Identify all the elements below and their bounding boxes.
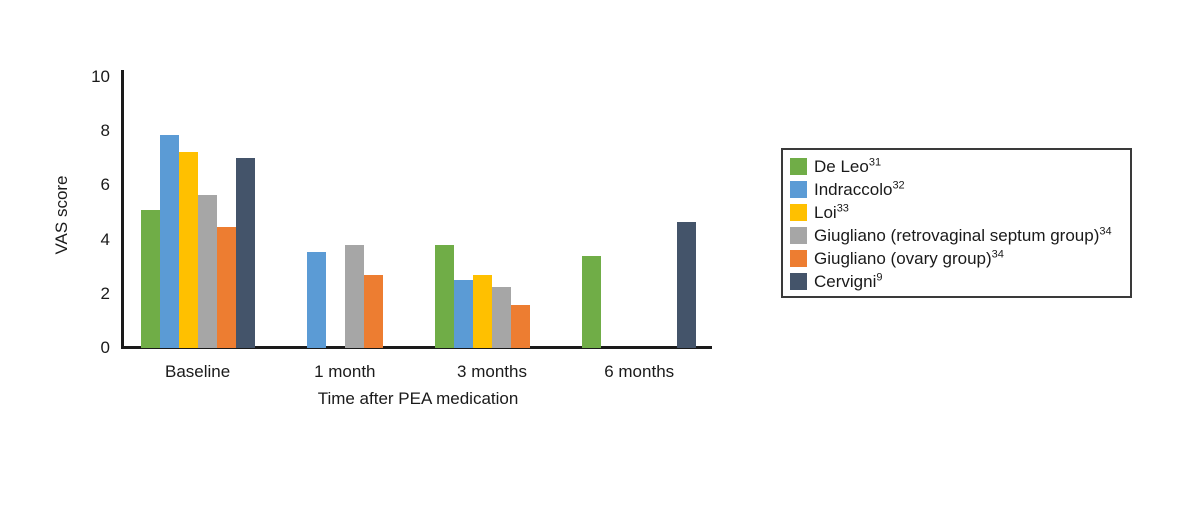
- legend-item-giugliano-retrovaginal-septum-group: Giugliano (retrovaginal septum group)34: [790, 224, 1130, 247]
- bar-giugliano-retrovaginal-septum-group-baseline: [197, 194, 217, 348]
- legend-swatch-icon: [790, 181, 807, 198]
- legend-item-cervigni: Cervigni9: [790, 270, 1130, 293]
- legend-swatch-icon: [790, 250, 807, 267]
- bar-indraccolo-3-months: [453, 280, 473, 348]
- y-axis-title: VAS score: [52, 175, 71, 255]
- legend-item-loi: Loi33: [790, 201, 1130, 224]
- bar-indraccolo-1-month: [306, 251, 326, 348]
- bar-de-leo-6-months: [582, 255, 602, 348]
- bar-indraccolo-baseline: [159, 135, 179, 348]
- bar-cervigni-6-months: [677, 221, 697, 348]
- y-tick-label-10: 10: [91, 67, 110, 86]
- legend-label: Giugliano (retrovaginal septum group)34: [814, 224, 1112, 245]
- x-axis-title: Time after PEA medication: [317, 389, 519, 408]
- legend-swatch-icon: [790, 204, 807, 221]
- legend-label: Cervigni9: [814, 270, 883, 291]
- bar-giugliano-ovary-group-baseline: [216, 227, 236, 348]
- bar-loi-3-months: [472, 274, 492, 348]
- bar-cervigni-baseline: [235, 158, 255, 348]
- legend-swatch-icon: [790, 227, 807, 244]
- y-tick-label-2: 2: [100, 283, 110, 303]
- y-tick-label-8: 8: [100, 121, 110, 141]
- bar-giugliano-ovary-group-1-month: [363, 274, 383, 348]
- x-category-label-6-months: 6 months: [604, 362, 675, 381]
- bar-de-leo-3-months: [434, 245, 454, 348]
- legend-item-indraccolo: Indraccolo32: [790, 178, 1130, 201]
- legend-box: De Leo31 Indraccolo32 Loi33 Giugliano (retr…: [781, 148, 1132, 298]
- y-tick-label-4: 4: [100, 229, 110, 249]
- bar-giugliano-ovary-group-3-months: [510, 304, 530, 348]
- legend-label: Loi33: [814, 201, 849, 222]
- y-axis-line: [121, 70, 124, 349]
- bar-giugliano-retrovaginal-septum-group-1-month: [344, 245, 364, 348]
- bar-de-leo-baseline: [140, 209, 160, 348]
- y-tick-label-0: 0: [100, 338, 110, 357]
- legend-item-giugliano-ovary-group: Giugliano (ovary group)34: [790, 247, 1130, 270]
- y-tick-label-6: 6: [100, 175, 110, 195]
- bar-giugliano-retrovaginal-septum-group-3-months: [491, 287, 511, 348]
- x-category-label-baseline: Baseline: [164, 362, 231, 381]
- legend-item-de-leo: De Leo31: [790, 155, 1130, 178]
- legend-label: De Leo31: [814, 155, 882, 176]
- legend-swatch-icon: [790, 273, 807, 290]
- legend-label: Giugliano (ovary group)34: [814, 247, 1004, 268]
- legend-swatch-icon: [790, 158, 807, 175]
- x-axis-line: [121, 346, 712, 349]
- bar-loi-baseline: [178, 151, 198, 348]
- x-category-label-1-month: 1 month: [314, 362, 376, 381]
- x-category-label-3-months: 3 months: [457, 362, 527, 381]
- legend-label: Indraccolo32: [814, 178, 905, 199]
